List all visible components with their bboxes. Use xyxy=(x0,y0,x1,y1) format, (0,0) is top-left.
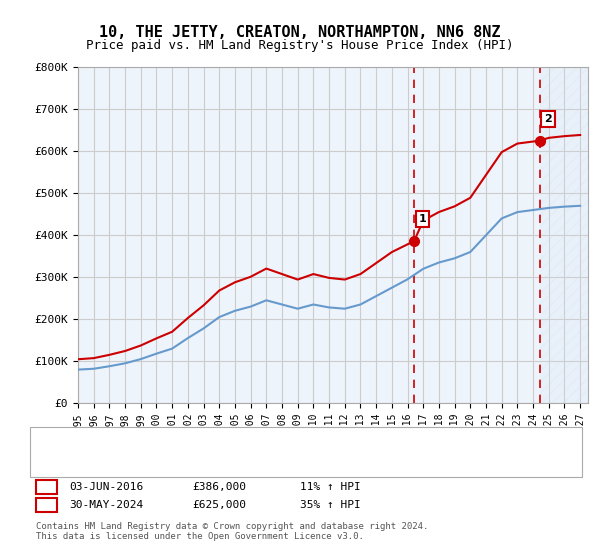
Text: 1: 1 xyxy=(419,214,427,224)
Text: 30-MAY-2024: 30-MAY-2024 xyxy=(69,500,143,510)
Text: HPI: Average price, detached house, West Northamptonshire: HPI: Average price, detached house, West… xyxy=(72,445,428,455)
Text: 2: 2 xyxy=(544,114,552,124)
Text: 10, THE JETTY, CREATON, NORTHAMPTON, NN6 8NZ: 10, THE JETTY, CREATON, NORTHAMPTON, NN6… xyxy=(99,25,501,40)
Text: £386,000: £386,000 xyxy=(192,482,246,492)
Text: £625,000: £625,000 xyxy=(192,500,246,510)
Bar xyxy=(539,67,588,403)
Text: 03-JUN-2016: 03-JUN-2016 xyxy=(69,482,143,492)
Text: Price paid vs. HM Land Registry's House Price Index (HPI): Price paid vs. HM Land Registry's House … xyxy=(86,39,514,52)
Text: Contains HM Land Registry data © Crown copyright and database right 2024.
This d: Contains HM Land Registry data © Crown c… xyxy=(36,522,428,542)
Text: 35% ↑ HPI: 35% ↑ HPI xyxy=(300,500,361,510)
Text: 2: 2 xyxy=(43,500,50,510)
Text: 10, THE JETTY, CREATON, NORTHAMPTON, NN6 8NZ (detached house): 10, THE JETTY, CREATON, NORTHAMPTON, NN6… xyxy=(72,433,453,443)
Text: 11% ↑ HPI: 11% ↑ HPI xyxy=(300,482,361,492)
Text: 1: 1 xyxy=(43,482,50,492)
